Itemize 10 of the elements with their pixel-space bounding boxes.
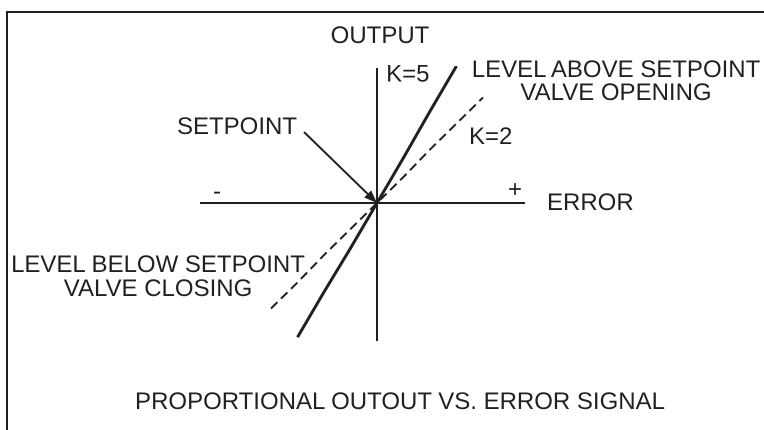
text: - <box>213 178 221 205</box>
annotation: LEVEL BELOW SETPOINT VALVE CLOSING <box>10 251 306 302</box>
x-axis-title: ERROR <box>547 189 634 216</box>
series-label: K=5 <box>386 60 430 88</box>
series-label: K=2 <box>469 123 512 150</box>
annotation: SETPOINT <box>176 113 297 140</box>
annotation: LEVEL ABOVE SETPOINT VALVE OPENING <box>470 56 762 106</box>
text: + <box>508 176 522 203</box>
text: PROPORTIONAL OUTOUT VS. ERROR SIGNAL <box>135 388 665 415</box>
y-axis-title: OUTPUT <box>330 22 430 49</box>
